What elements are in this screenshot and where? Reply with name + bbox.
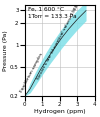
Text: Fe, 1 600 °C
1Torr = 133.3 Pa: Fe, 1 600 °C 1Torr = 133.3 Pa	[28, 7, 76, 19]
Y-axis label: Pressure (Pa): Pressure (Pa)	[4, 30, 8, 71]
X-axis label: Hydrogen (ppm): Hydrogen (ppm)	[34, 109, 86, 113]
Text: Sievert's law (theoretical values) 1988: Sievert's law (theoretical values) 1988	[36, 4, 80, 80]
Text: Equilibrium samples: Equilibrium samples	[19, 52, 44, 93]
